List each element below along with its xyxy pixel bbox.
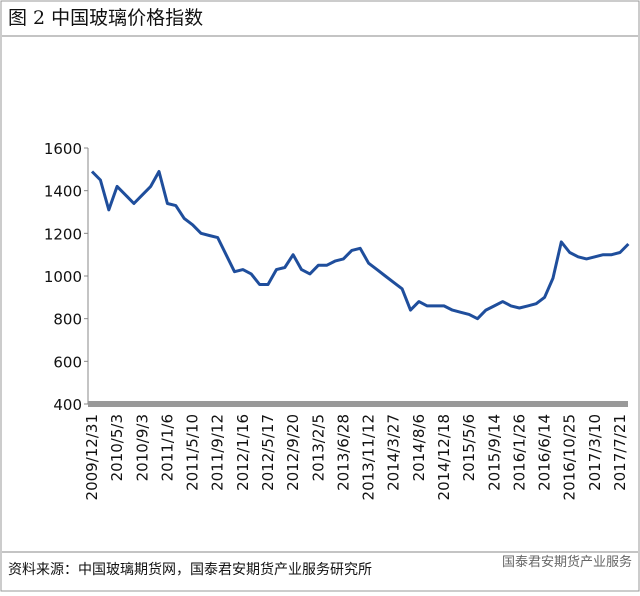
x-tick-label: 2010/9/3 bbox=[133, 414, 151, 481]
x-tick-label: 2014/8/6 bbox=[410, 414, 428, 481]
x-tick-label: 2009/12/31 bbox=[83, 414, 101, 500]
y-tick-label: 1600 bbox=[44, 140, 82, 158]
x-tick-label: 2016/1/26 bbox=[510, 414, 528, 491]
x-tick-label: 2014/3/27 bbox=[385, 414, 403, 491]
x-tick-label: 2013/11/12 bbox=[360, 414, 378, 500]
x-tick-label: 2011/5/10 bbox=[184, 414, 202, 491]
x-tick-label: 2010/5/3 bbox=[108, 414, 126, 481]
y-tick-label: 400 bbox=[53, 396, 82, 414]
x-tick-label: 2013/2/5 bbox=[309, 414, 327, 481]
y-tick-label: 1200 bbox=[44, 225, 82, 243]
x-tick-label: 2012/5/17 bbox=[259, 414, 277, 491]
x-tick-label: 2013/6/28 bbox=[334, 414, 352, 491]
x-tick-label: 2014/12/18 bbox=[435, 414, 453, 500]
x-tick-label: 2011/1/6 bbox=[158, 414, 176, 481]
x-tick-label: 2017/7/21 bbox=[611, 414, 629, 491]
y-tick-label: 1000 bbox=[44, 268, 82, 286]
x-tick-label: 2012/9/20 bbox=[284, 414, 302, 491]
y-tick-label: 1400 bbox=[44, 183, 82, 201]
source: 资料来源：中国玻璃期货网，国泰君安期货产业服务研究所 bbox=[8, 561, 372, 578]
x-axis-band bbox=[88, 401, 628, 407]
x-tick-label: 2011/9/12 bbox=[209, 414, 227, 491]
y-tick-label: 800 bbox=[53, 311, 82, 329]
x-tick-label: 2015/9/14 bbox=[485, 414, 503, 491]
x-tick-label: 2016/10/25 bbox=[561, 414, 579, 500]
x-tick-label: 2016/6/14 bbox=[536, 414, 554, 491]
watermark: 国泰君安期货产业服务 bbox=[502, 554, 632, 570]
x-tick-label: 2017/3/10 bbox=[586, 414, 604, 491]
x-tick-label: 2015/5/6 bbox=[460, 414, 478, 481]
x-tick-label: 2012/1/16 bbox=[234, 414, 252, 491]
y-tick-label: 600 bbox=[53, 353, 82, 371]
chart-title: 图 2 中国玻璃价格指数 bbox=[8, 7, 203, 29]
series-line bbox=[90, 170, 630, 321]
